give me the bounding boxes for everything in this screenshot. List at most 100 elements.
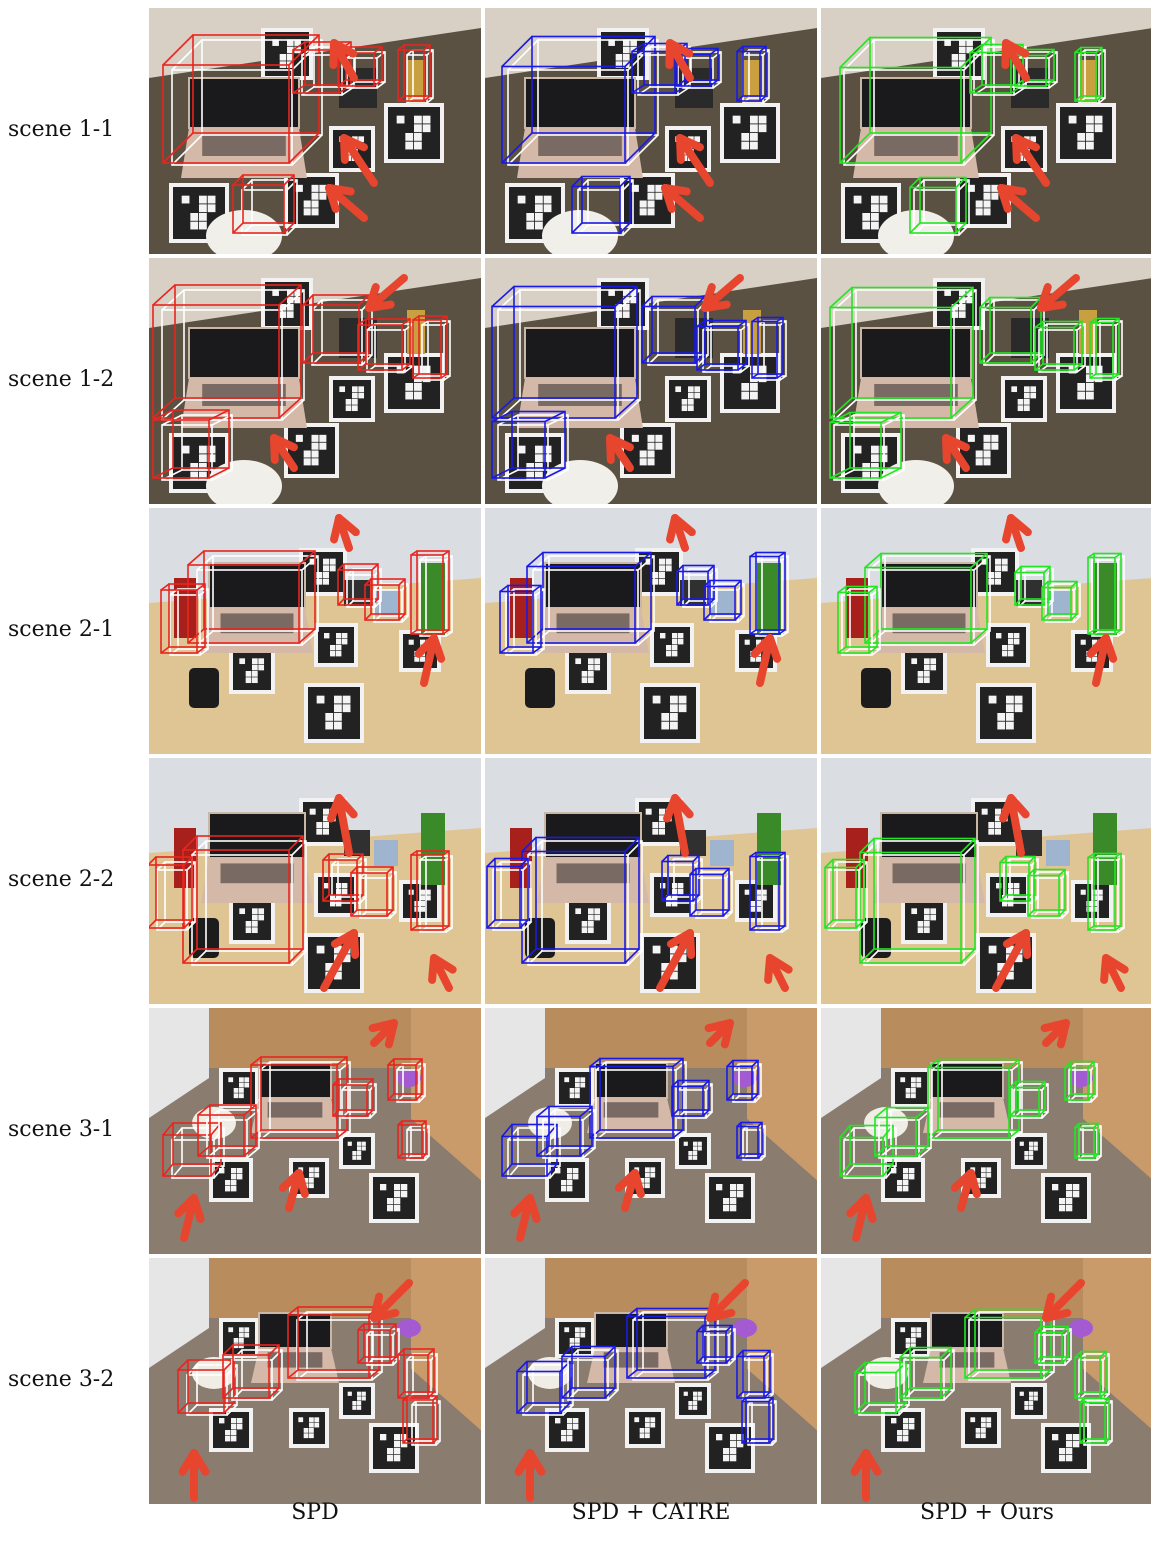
- predicted-box: [874, 1106, 929, 1157]
- red-arrow-icon: [368, 1019, 398, 1049]
- aruco-marker: [555, 1318, 595, 1358]
- predicted-box: [1074, 1122, 1099, 1159]
- ground-truth-box: [1038, 323, 1086, 373]
- scene-image: [485, 1258, 817, 1504]
- ground-truth-box: [396, 1063, 426, 1103]
- predicted-box: [177, 1359, 235, 1414]
- red-arrow-icon: [330, 514, 360, 552]
- predicted-box: [829, 411, 902, 479]
- row-label: scene 1-2: [8, 367, 115, 392]
- predicted-box: [751, 316, 784, 379]
- ground-truth-box: [161, 414, 233, 481]
- predicted-box: [749, 851, 786, 931]
- predicted-box: [187, 550, 316, 644]
- ground-truth-box: [1018, 568, 1054, 608]
- ground-truth-box: [492, 861, 532, 931]
- aruco-marker: [1011, 1383, 1047, 1419]
- laptop: [873, 562, 985, 653]
- red-arrow-icon: [270, 434, 298, 472]
- ground-truth-box: [647, 299, 709, 366]
- ground-truth-box: [968, 1311, 1055, 1381]
- predicted-box: [152, 284, 302, 419]
- aruco-marker: [961, 1408, 1001, 1448]
- predicted-box: [350, 866, 394, 917]
- ground-truth-box: [366, 323, 414, 373]
- aruco-marker: [289, 1408, 329, 1448]
- red-arrow-icon: [327, 794, 358, 857]
- predicted-box: [499, 584, 542, 654]
- aruco-marker: [881, 1158, 925, 1202]
- row-label: scene 1-1: [8, 117, 115, 142]
- red-arrow-icon: [614, 1169, 645, 1212]
- predicted-box: [589, 1057, 684, 1139]
- scene-image: [149, 1008, 481, 1254]
- aruco-marker: [986, 623, 1030, 667]
- predicted-box: [526, 551, 652, 644]
- predicted-box: [516, 1360, 571, 1414]
- laptop: [923, 1062, 1011, 1133]
- predicted-box: [859, 837, 976, 964]
- aruco-marker: [369, 1423, 419, 1473]
- red-arrow-icon: [764, 954, 793, 992]
- predicted-box: [927, 1058, 1020, 1139]
- laptop: [587, 1312, 675, 1383]
- red-arrow-icon: [999, 794, 1030, 857]
- aruco-marker: [720, 353, 780, 413]
- predicted-box: [412, 315, 448, 379]
- aruco-marker: [665, 376, 711, 422]
- red-arrow-icon: [365, 274, 408, 312]
- predicted-box: [1014, 565, 1051, 606]
- ground-truth-box: [419, 855, 453, 933]
- aruco-marker: [219, 1068, 259, 1108]
- ground-truth-box: [828, 861, 868, 931]
- red-arrow-icon: [174, 1194, 205, 1242]
- ground-truth-box: [1091, 555, 1125, 637]
- predicted-box: [671, 1079, 710, 1117]
- predicted-box: [357, 1323, 397, 1364]
- aruco-marker: [640, 683, 700, 743]
- ground-truth-box: [632, 1311, 719, 1381]
- ground-truth-box: [241, 179, 298, 236]
- predicted-box: [571, 175, 631, 234]
- red-arrow-icon: [704, 1019, 734, 1049]
- aruco-marker: [304, 683, 364, 743]
- red-arrow-icon: [320, 929, 360, 992]
- predicted-box: [837, 585, 878, 654]
- ground-truth-box: [1038, 1328, 1072, 1366]
- aruco-marker: [675, 1133, 711, 1169]
- aruco-marker: [369, 1173, 419, 1223]
- predicted-box: [332, 1078, 374, 1117]
- scene-image: [821, 258, 1151, 504]
- scene-image: [485, 8, 817, 254]
- scene-image: [149, 508, 481, 754]
- scene-image: [485, 758, 817, 1004]
- ground-truth-box: [1068, 1063, 1098, 1103]
- predicted-box: [854, 1361, 907, 1414]
- red-arrow-icon: [1040, 1019, 1070, 1049]
- laptop: [923, 1312, 1011, 1383]
- predicted-box: [696, 319, 747, 371]
- row-label: scene 3-2: [8, 1367, 115, 1392]
- red-arrow-icon: [1012, 134, 1050, 187]
- red-arrow-icon: [340, 134, 378, 187]
- scene-image: [149, 1258, 481, 1504]
- red-arrow-icon: [750, 634, 782, 687]
- predicted-box: [160, 583, 206, 654]
- laptop: [517, 77, 643, 178]
- aruco-marker: [635, 798, 683, 846]
- aruco-marker: [901, 898, 947, 944]
- scene-image: [485, 508, 817, 754]
- aruco-marker: [545, 1158, 589, 1202]
- aruco-marker: [565, 898, 611, 944]
- predicted-box: [899, 1346, 952, 1399]
- column-label: SPD + CATRE: [571, 1500, 731, 1525]
- red-arrow-icon: [1086, 634, 1118, 687]
- red-arrow-icon: [942, 434, 970, 472]
- scene-image: [821, 8, 1151, 254]
- aruco-marker: [229, 898, 275, 944]
- red-arrow-icon: [606, 434, 634, 472]
- predicted-box: [402, 1395, 438, 1444]
- predicted-box: [292, 41, 352, 94]
- ground-truth-box: [497, 414, 569, 481]
- predicted-box: [736, 45, 767, 102]
